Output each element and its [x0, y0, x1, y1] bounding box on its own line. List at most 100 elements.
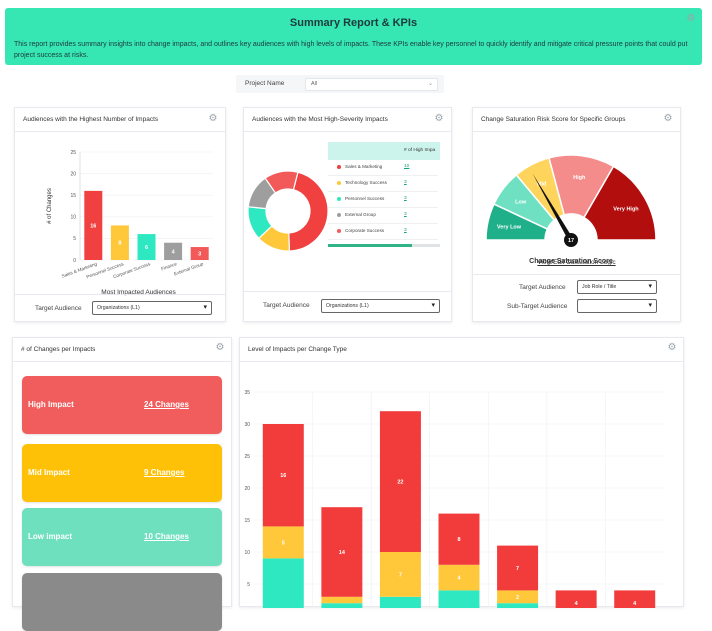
page-title: Summary Report & KPIs: [289, 17, 418, 29]
target-audience-select[interactable]: Job Role / Title ▾: [577, 280, 657, 294]
stacked-bar-segment[interactable]: [321, 507, 363, 597]
bar[interactable]: [137, 234, 156, 260]
panel-title: # of Changes per Impacts: [21, 346, 96, 353]
legend-scrollbar[interactable]: [328, 244, 440, 247]
high-severity-donut-chart: [247, 170, 329, 252]
y-tick-label: 10: [244, 550, 250, 556]
legend-item-label: Personnel Success: [345, 196, 385, 201]
target-audience-value: Job Role / Title: [582, 284, 617, 290]
stacked-bar-segment[interactable]: [321, 596, 363, 604]
gear-icon[interactable]: ⚙: [663, 113, 673, 124]
stacked-bar-segment[interactable]: [262, 424, 304, 527]
level-per-type-stacked-chart: 0510152025303551614722482744: [244, 390, 664, 608]
target-audience-select[interactable]: Organizations (L1) ▾: [92, 301, 212, 315]
high-impact-count-link[interactable]: 24 Changes: [144, 400, 189, 409]
target-audience-value: Organizations (L1): [97, 305, 140, 311]
mid-impact-count-link[interactable]: 9 Changes: [144, 468, 185, 477]
stacked-bar-segment[interactable]: [379, 596, 421, 608]
stacked-bar-segment[interactable]: [438, 513, 480, 565]
page-description: This report provides summary insights in…: [14, 41, 688, 59]
stacked-bar-segment[interactable]: [379, 552, 421, 597]
legend-item-count-link[interactable]: 3: [404, 228, 407, 233]
saturation-panel: Change Saturation Risk Score for Specifi…: [472, 107, 681, 322]
high-severity-legend: Sales & Marketing 10 Technology Success 3 Pe…: [328, 160, 440, 242]
legend-item-label: External Group: [345, 212, 376, 217]
gear-icon[interactable]: ⚙: [215, 342, 225, 353]
chevron-down-icon: ▾: [648, 302, 652, 309]
stacked-bar-segment[interactable]: [497, 545, 539, 591]
bar-value-label: 8: [457, 537, 460, 543]
project-name-value: All: [311, 81, 318, 87]
saturation-gauge: Very Low Low Mid High Very High 17 Change Satu…: [485, 154, 657, 265]
gauge-segment-label: High: [573, 175, 586, 181]
bar-value-label: 16: [90, 223, 96, 229]
stacked-bar-segment[interactable]: [262, 558, 304, 608]
stacked-bar-segment[interactable]: [379, 411, 421, 552]
stacked-bar-segment[interactable]: [438, 564, 480, 591]
legend-item-count-link[interactable]: 10: [404, 164, 410, 169]
other-impact-card[interactable]: [22, 573, 222, 631]
stacked-bar-segment[interactable]: [262, 526, 304, 559]
stacked-bar-segment[interactable]: [497, 603, 539, 608]
project-name-label: Project Name: [245, 80, 285, 87]
legend-item: Sales & Marketing 10: [328, 160, 438, 176]
legend-item-count-link[interactable]: 3: [404, 180, 407, 185]
target-audience-label: Target Audience: [263, 302, 310, 309]
y-tick-label: 5: [73, 236, 76, 242]
mid-impact-card[interactable]: Mid Impact 9 Changes: [22, 444, 222, 502]
y-tick-label: 0: [73, 258, 76, 264]
y-tick-label: 5: [247, 582, 250, 588]
gauge-needle: [532, 173, 574, 242]
donut-slice[interactable]: [264, 170, 299, 194]
y-tick-label: 15: [70, 193, 76, 199]
target-audience-label: Target Audience: [519, 284, 566, 291]
sub-target-audience-select[interactable]: ▾: [577, 299, 657, 313]
gauge-segment-label: Very High: [613, 206, 639, 212]
bar-value-label: 7: [516, 566, 519, 572]
legend-item-count-link[interactable]: 3: [404, 212, 407, 217]
stacked-bar-segment[interactable]: [321, 603, 363, 608]
y-tick-label: 20: [244, 486, 250, 492]
legend-item-label: Technology Success: [345, 180, 387, 185]
level-per-type-panel: Level of Impacts per Change Type ⚙ 05101…: [239, 337, 684, 608]
bar[interactable]: [164, 242, 183, 260]
y-tick-label: 35: [244, 390, 250, 396]
legend-scrollbar-thumb[interactable]: [328, 244, 412, 247]
legend-color-swatch: [337, 229, 341, 233]
stacked-bar-segment[interactable]: [438, 590, 480, 608]
gear-icon[interactable]: ⚙: [434, 113, 444, 124]
legend-color-swatch: [337, 165, 341, 169]
gear-icon[interactable]: ⚙: [686, 13, 696, 24]
target-audience-value: Organizations (L1): [326, 303, 369, 309]
gear-icon[interactable]: ⚙: [208, 113, 218, 124]
legend-color-swatch: [337, 181, 341, 185]
donut-slice[interactable]: [288, 171, 329, 252]
chevron-down-icon: ⌄: [427, 81, 433, 87]
high-impact-card[interactable]: High Impact 24 Changes: [22, 376, 222, 434]
bar[interactable]: [110, 225, 129, 260]
legend-item-count-link[interactable]: 3: [404, 196, 407, 201]
bar-value-label: 14: [339, 550, 346, 556]
project-name-select[interactable]: All ⌄: [305, 78, 438, 91]
chevron-down-icon: ▾: [203, 304, 207, 311]
bar[interactable]: [84, 190, 103, 260]
high-severity-panel: Audiences with the Most High-Severity Im…: [243, 107, 452, 322]
legend-item-label: Corporate Success: [345, 228, 385, 233]
bar[interactable]: [190, 247, 209, 260]
target-audience-select[interactable]: Organizations (L1) ▾: [321, 299, 440, 313]
y-axis-label: # of Changes: [47, 188, 53, 224]
y-tick-label: 25: [70, 150, 76, 156]
low-impact-count-link[interactable]: 10 Changes: [144, 532, 189, 541]
gear-icon[interactable]: ⚙: [667, 342, 677, 353]
gauge-segment: [582, 165, 657, 241]
bar-value-label: 4: [457, 576, 461, 582]
gauge-score-title: Change Saturation Score: [529, 258, 613, 265]
low-impact-label: Low impact: [28, 532, 73, 541]
low-impact-card[interactable]: Low impact 10 Changes: [22, 508, 222, 566]
view-edit-calculation-link[interactable]: View/Edit Calculation Logic: [537, 259, 616, 266]
x-tick-label: Finance: [160, 261, 177, 271]
highest-impacts-panel: Audiences with the Highest Number of Imp…: [14, 107, 226, 322]
legend-item: Corporate Success 3: [328, 224, 438, 240]
bar-value-label: 22: [397, 480, 403, 486]
